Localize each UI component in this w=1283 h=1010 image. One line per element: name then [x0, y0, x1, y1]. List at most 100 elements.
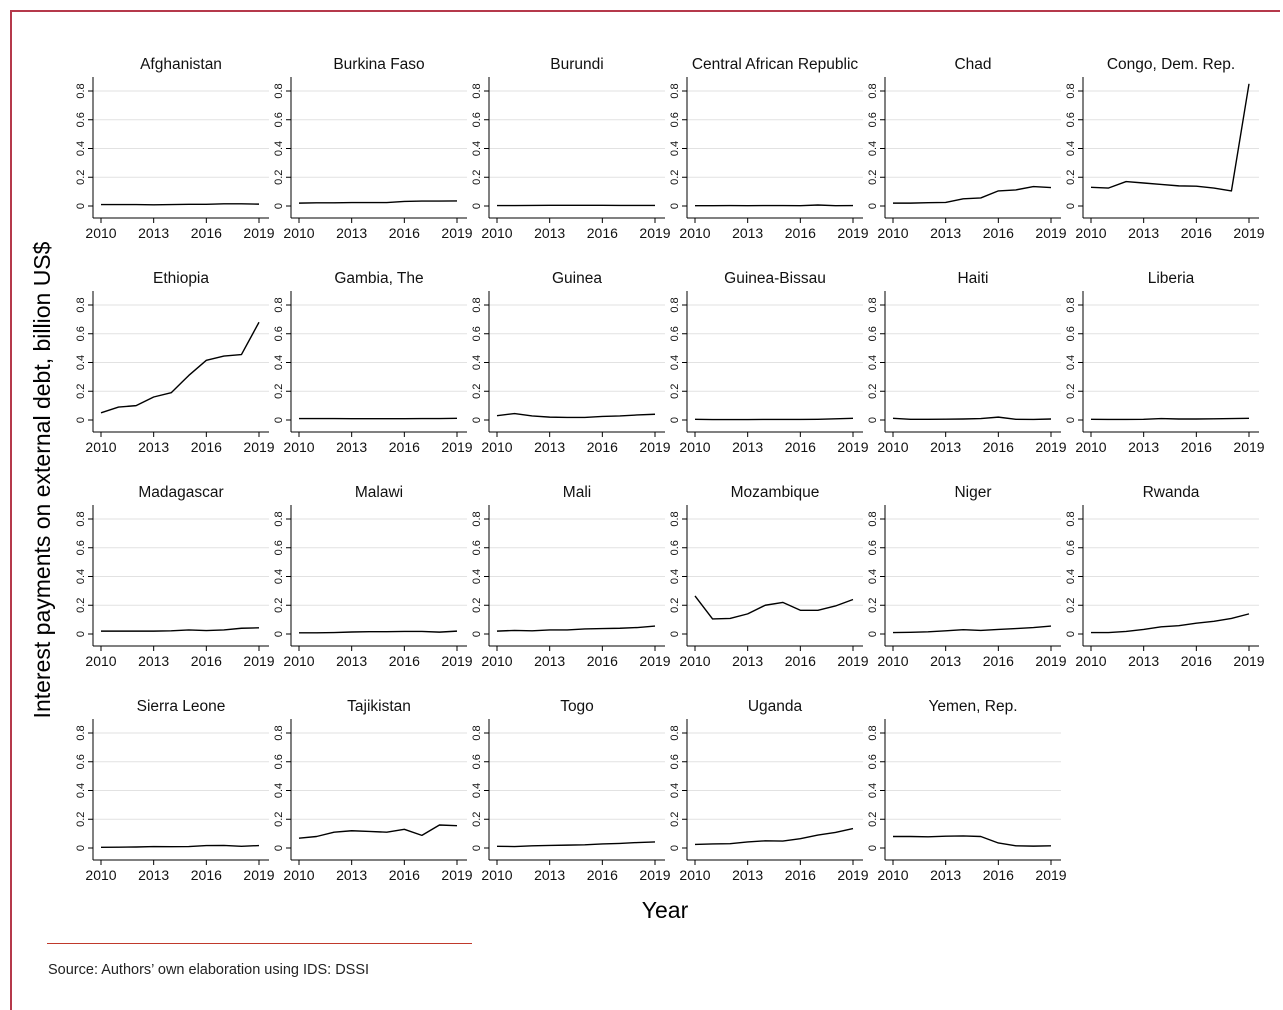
y-tick-label: 0.4 [75, 141, 87, 156]
y-tick-label: 0.4 [669, 569, 681, 584]
y-tick-label: 0.8 [75, 83, 87, 98]
x-tick-label: 2019 [1035, 225, 1066, 241]
x-tick-label: 2019 [639, 653, 670, 669]
x-tick-label: 2010 [877, 439, 908, 455]
y-tick-label: 0.4 [273, 569, 285, 584]
y-tick-label: 0.6 [471, 326, 483, 341]
y-tick-label: 0.2 [273, 384, 285, 399]
x-tick-label: 2010 [85, 867, 116, 883]
y-tick-label: 0.2 [471, 384, 483, 399]
y-tick-label: 0.2 [867, 384, 879, 399]
x-tick-label: 2010 [1075, 225, 1106, 241]
series-line [695, 418, 853, 419]
x-tick-label: 2019 [639, 867, 670, 883]
x-tick-label: 2019 [1233, 439, 1264, 455]
y-tick-label: 0.4 [669, 355, 681, 370]
y-tick-label: 0.6 [867, 540, 879, 555]
series-line [893, 836, 1051, 846]
y-tick-label: 0.4 [471, 355, 483, 370]
y-tick-label: 0.6 [273, 754, 285, 769]
y-tick-label: 0.8 [471, 297, 483, 312]
x-tick-label: 2016 [389, 867, 420, 883]
panel-title: Guinea [552, 270, 602, 287]
x-tick-label: 2013 [138, 867, 169, 883]
x-tick-label: 2016 [389, 653, 420, 669]
y-tick-label: 0 [867, 203, 879, 209]
y-tick-label: 0.8 [867, 297, 879, 312]
series-line [1091, 84, 1249, 191]
x-tick-label: 2019 [639, 225, 670, 241]
panel-title: Madagascar [138, 484, 223, 501]
x-tick-label: 2013 [336, 225, 367, 241]
y-tick-label: 0 [669, 417, 681, 423]
x-tick-label: 2016 [1181, 439, 1212, 455]
y-tick-label: 0.8 [1065, 83, 1077, 98]
y-tick-label: 0 [669, 203, 681, 209]
x-tick-label: 2019 [837, 225, 868, 241]
y-tick-label: 0.6 [273, 326, 285, 341]
y-tick-label: 0.2 [669, 170, 681, 185]
y-tick-label: 0.8 [75, 511, 87, 526]
y-tick-label: 0.2 [75, 170, 87, 185]
y-tick-label: 0.2 [471, 170, 483, 185]
x-tick-label: 2013 [1128, 653, 1159, 669]
x-tick-label: 2016 [587, 653, 618, 669]
y-tick-label: 0.4 [867, 141, 879, 156]
x-tick-label: 2013 [930, 867, 961, 883]
y-tick-label: 0 [669, 631, 681, 637]
y-tick-label: 0.8 [867, 83, 879, 98]
panel-title: Rwanda [1143, 484, 1200, 501]
x-tick-label: 2010 [283, 867, 314, 883]
source-divider [47, 943, 472, 944]
y-tick-label: 0.8 [867, 511, 879, 526]
y-tick-label: 0.6 [669, 326, 681, 341]
series-line [497, 626, 655, 631]
y-tick-label: 0.2 [669, 812, 681, 827]
x-tick-label: 2013 [336, 653, 367, 669]
panel-title: Haiti [957, 270, 988, 287]
panel-title: Togo [560, 698, 594, 715]
y-tick-label: 0.6 [867, 112, 879, 127]
y-tick-label: 0.4 [669, 141, 681, 156]
x-tick-label: 2016 [389, 225, 420, 241]
y-tick-label: 0 [273, 417, 285, 423]
source-note: Source: Authors’ own elaboration using I… [48, 962, 369, 978]
y-tick-label: 0.6 [471, 540, 483, 555]
series-line [893, 626, 1051, 632]
series-line [101, 845, 259, 847]
panel-title: Central African Republic [692, 56, 859, 73]
y-tick-label: 0.2 [75, 812, 87, 827]
x-tick-label: 2016 [785, 653, 816, 669]
panel-title: Ethiopia [153, 270, 209, 287]
series-line [101, 322, 259, 413]
x-tick-label: 2019 [441, 653, 472, 669]
x-tick-label: 2013 [1128, 225, 1159, 241]
x-tick-label: 2019 [441, 867, 472, 883]
panel-title: Mali [563, 484, 591, 501]
series-line [1091, 614, 1249, 633]
y-tick-label: 0.6 [75, 540, 87, 555]
x-tick-label: 2010 [283, 439, 314, 455]
y-tick-label: 0.4 [1065, 355, 1077, 370]
x-tick-label: 2016 [1181, 225, 1212, 241]
x-tick-label: 2019 [837, 867, 868, 883]
y-tick-label: 0.4 [1065, 569, 1077, 584]
y-tick-label: 0 [75, 845, 87, 851]
x-tick-label: 2010 [481, 867, 512, 883]
x-tick-label: 2010 [85, 439, 116, 455]
x-tick-label: 2010 [679, 653, 710, 669]
y-tick-label: 0.4 [669, 783, 681, 798]
x-tick-label: 2019 [1233, 225, 1264, 241]
x-tick-label: 2019 [837, 653, 868, 669]
y-tick-label: 0 [75, 203, 87, 209]
y-tick-label: 0.2 [273, 598, 285, 613]
y-tick-label: 0.2 [867, 812, 879, 827]
y-tick-label: 0.8 [75, 297, 87, 312]
y-tick-label: 0.8 [669, 725, 681, 740]
